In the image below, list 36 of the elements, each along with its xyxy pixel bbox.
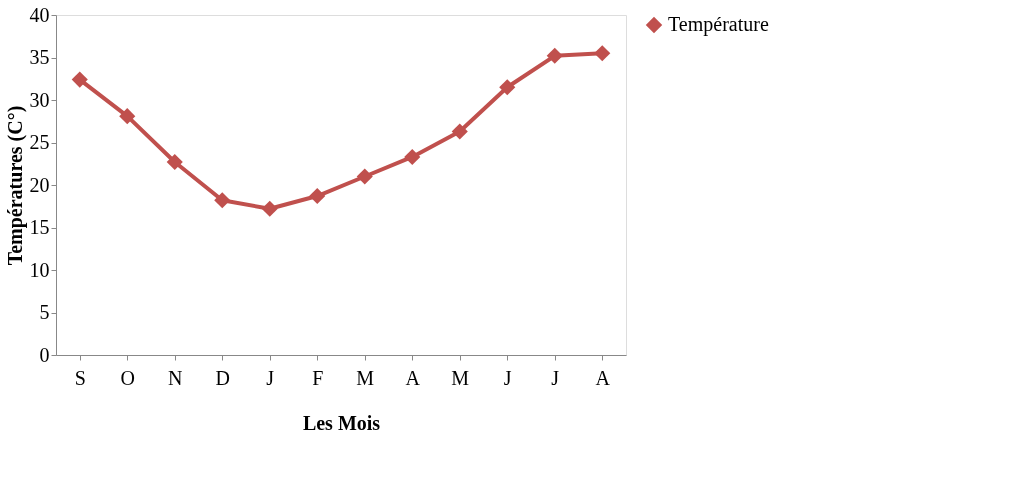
- y-tick-label: 10: [29, 258, 50, 281]
- y-tick-label: 5: [39, 301, 50, 323]
- point: [261, 200, 278, 217]
- point: [356, 168, 373, 185]
- y-axis-title: Températures (C°): [3, 105, 27, 266]
- x-tick-label: D: [215, 366, 230, 389]
- point: [166, 153, 183, 171]
- x-tick-label: N: [168, 366, 183, 389]
- x-tick-label: A: [595, 366, 611, 389]
- y-tick-label: 25: [29, 131, 50, 153]
- y-tick-label: 20: [29, 173, 50, 196]
- legend-label: Température: [668, 13, 769, 36]
- x-tick-label: M: [451, 366, 470, 389]
- y-tick-label: 30: [29, 88, 50, 111]
- y-tick-label: 35: [29, 46, 50, 68]
- y-tick-label: 15: [29, 216, 50, 238]
- point: [451, 123, 468, 140]
- x-tick-label: J: [266, 366, 275, 389]
- x-tick-label: J: [551, 366, 560, 389]
- y-tick-label: 40: [29, 3, 50, 26]
- point: [119, 108, 136, 125]
- point: [309, 187, 326, 205]
- point: [404, 148, 421, 166]
- x-tick-label: S: [74, 366, 86, 389]
- x-tick-label: M: [356, 366, 375, 389]
- x-tick-label: J: [503, 366, 512, 389]
- y-tick-label: 0: [39, 343, 50, 366]
- x-tick-label: A: [405, 366, 421, 389]
- x-axis-title: Les Mois: [302, 411, 381, 434]
- x-tick-label: F: [312, 366, 324, 389]
- point: [499, 79, 516, 96]
- point: [546, 47, 563, 64]
- point: [71, 71, 88, 88]
- x-tick-label: O: [120, 366, 135, 389]
- point: [594, 45, 611, 62]
- point: [214, 192, 231, 209]
